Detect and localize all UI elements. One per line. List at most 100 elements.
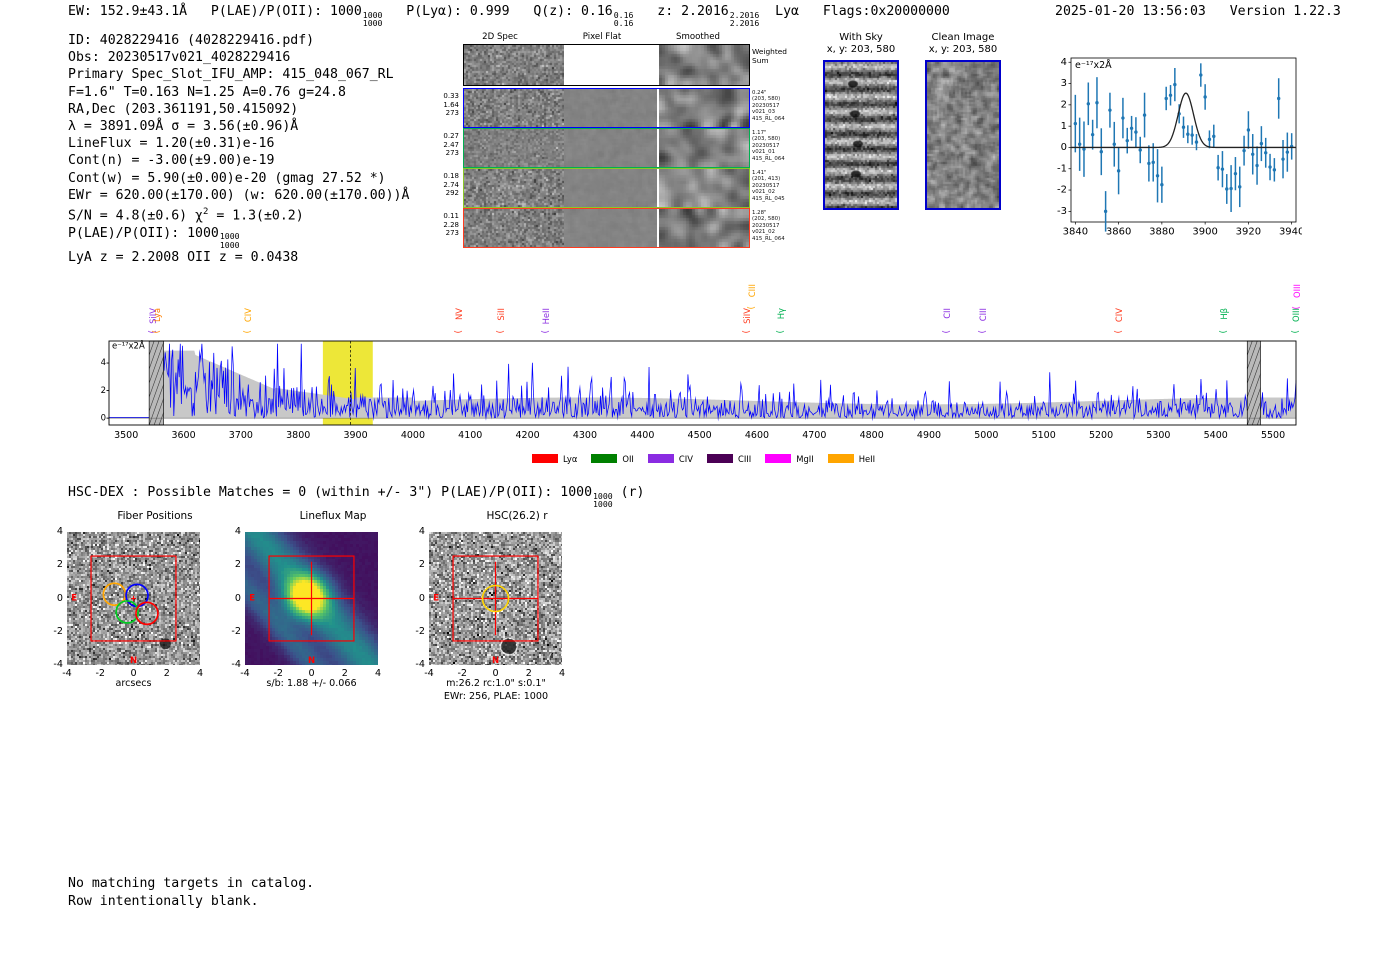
twod-title-2dspec: 2D Spec bbox=[482, 32, 518, 42]
axis-tick-x: -4 bbox=[424, 668, 434, 679]
fiber-positions-title: Fiber Positions bbox=[117, 510, 193, 522]
emission-line-labels: SiIV(Lya(CIV(NV(SiII(HeII(CIII(SiIV(Hγ(C… bbox=[96, 282, 1306, 338]
axis-tick-y: 4 bbox=[418, 526, 425, 537]
info-id: ID: 4028229416 (4028229416.pdf) bbox=[68, 33, 315, 48]
emission-line-label: Lya bbox=[152, 308, 163, 322]
fiber-row: 0.11 2.28 273 1.28" (202, 580) 20230517 v021_0… bbox=[425, 208, 785, 248]
axis-tick-x: 4 bbox=[558, 668, 566, 679]
spectrum-tick: 5300 bbox=[1146, 430, 1171, 441]
emission-line-bracket: ( bbox=[977, 330, 988, 334]
emission-line-bracket: ( bbox=[496, 330, 507, 334]
spectrum-tick: 4700 bbox=[802, 430, 827, 441]
info-primary-spec: Primary Spec_Slot_IFU_AMP: 415_048_067_R… bbox=[68, 67, 394, 83]
legend-label: OII bbox=[622, 453, 634, 464]
full-spectrum-plot: SiIV(Lya(CIV(NV(SiII(HeII(CIII(SiIV(Hγ(C… bbox=[96, 282, 1306, 472]
spectrum-tick: 5100 bbox=[1031, 430, 1056, 441]
legend-item: MgII bbox=[765, 453, 814, 464]
info-cont-w: Cont(w) = 5.90(±0.00)e-20 (gmag 27.52 *) bbox=[68, 170, 386, 186]
axis-tick-x: 4 bbox=[196, 668, 204, 679]
source-info-block: ID: 4028229416 (4028229416.pdf) Obs: 202… bbox=[68, 32, 409, 266]
axis-tick-x: -4 bbox=[240, 668, 250, 679]
header-flags: Flags:0x20000000 bbox=[822, 4, 950, 19]
bottom-cutouts: Fiber Positions -4 -4 -2 -2 0 0 2 2 4 4 arcsecs L… bbox=[53, 510, 675, 740]
axis-tick-y: -2 bbox=[415, 625, 425, 637]
emission-line-label: Hγ bbox=[775, 308, 786, 320]
spectrum-tick: 3500 bbox=[114, 430, 139, 441]
hsc-r-xlabel: m:26.2 rc:1.0" s:0.1" bbox=[446, 678, 546, 689]
header-plae-fraction: 1000 1000 bbox=[362, 9, 383, 28]
axis-tick-x: -2 bbox=[457, 668, 468, 679]
spectrum-tick: 4800 bbox=[859, 430, 884, 441]
clean-image-coords: x, y: 203, 580 bbox=[928, 44, 998, 55]
emission-line-label: OIII bbox=[1292, 284, 1302, 299]
header-plya: P(Lyα): 0.999 bbox=[406, 4, 510, 19]
axis-tick-y: -4 bbox=[231, 659, 241, 670]
emission-line-label: SiII bbox=[496, 308, 507, 321]
axis-tick-y: 4 bbox=[56, 526, 63, 537]
legend-label: CIV bbox=[678, 453, 693, 464]
weighted-sum-label: Weighted Sum bbox=[752, 47, 787, 65]
spectrum-tick: 3800 bbox=[286, 430, 311, 441]
lineflux-map-title: Lineflux Map bbox=[299, 510, 367, 522]
header-qz-label: Q(z): 0.16 bbox=[533, 4, 613, 19]
emission-line-bracket: ( bbox=[152, 330, 163, 334]
fiber-row: 0.27 2.47 273 1.17" (203, 580) 20230517 v021_0… bbox=[425, 128, 785, 168]
fiber-row-meta: 1.41" (201, 413) 20230517 v021_02 415_RL_045 bbox=[752, 170, 785, 202]
axis-tick-y: 2 bbox=[56, 559, 63, 571]
spectrum-x-ticks: 3500 3600 3700 3800 3900 4000 4100 4200 4300 4400… bbox=[96, 430, 1306, 446]
emission-line-label: CIV bbox=[242, 308, 253, 323]
axis-tick-y: 4 bbox=[234, 526, 241, 537]
legend-item: OII bbox=[591, 454, 634, 464]
header-plae-label: P(LAE)/P(OII): 1000 bbox=[210, 4, 362, 19]
axis-tick-y: 2 bbox=[418, 559, 425, 571]
hsc-dex-plae-fraction: 1000 1000 bbox=[593, 490, 613, 509]
emission-line-label: OIII bbox=[1290, 308, 1301, 323]
emission-line-label: NV bbox=[453, 308, 464, 320]
fiber-row: 0.18 2.74 292 1.41" (201, 413) 20230517 v021_0… bbox=[425, 168, 785, 208]
twod-title-pixelflat: Pixel Flat bbox=[582, 32, 622, 42]
fiber-row-stats: 0.18 2.74 292 bbox=[443, 172, 459, 198]
spectrum-tick: 4200 bbox=[515, 430, 540, 441]
emission-line-label: CIII bbox=[977, 308, 988, 322]
spectrum-tick: 3600 bbox=[171, 430, 196, 441]
header-line-name: Lyα bbox=[775, 4, 799, 19]
info-snr: S/N = 4.8(±0.6) χ2 = 1.3(±0.2) bbox=[68, 207, 304, 224]
axis-tick-x: -4 bbox=[62, 668, 72, 679]
spectrum-tick: 3700 bbox=[228, 430, 253, 441]
with-sky-title: With Sky bbox=[839, 32, 883, 43]
info-radec: RA,Dec (203.361191,50.415092) bbox=[68, 101, 299, 117]
axis-tick-y: 0 bbox=[418, 592, 425, 604]
legend-swatch bbox=[765, 454, 792, 463]
axis-tick-x: 0 bbox=[492, 668, 499, 679]
fiber-row: 0.33 1.64 273 0.24" (203, 580) 20230517 v021_0… bbox=[425, 88, 785, 128]
twod-title-smoothed: Smoothed bbox=[676, 32, 720, 42]
lineflux-map-xlabel: s/b: 1.88 +/- 0.066 bbox=[266, 678, 357, 689]
hsc-r-caption2: EWr: 256, PLAE: 1000 bbox=[443, 691, 549, 702]
cutout-clean-image: Clean Image x, y: 203, 580 bbox=[920, 32, 1006, 210]
emission-line-bracket: ( bbox=[540, 330, 551, 334]
hsc-dex-text: HSC-DEX : Possible Matches = 0 (within +… bbox=[68, 485, 593, 500]
spectrum-tick: 4100 bbox=[458, 430, 483, 441]
spectrum-tick: 4900 bbox=[916, 430, 942, 441]
header-version: Version 1.22.3 bbox=[1229, 4, 1341, 19]
emission-line-label: CII bbox=[942, 308, 953, 319]
fiber-row-stats: 0.11 2.28 273 bbox=[443, 212, 459, 238]
emission-line-label: SiIV bbox=[741, 308, 752, 324]
legend-label: MgII bbox=[796, 453, 814, 464]
legend-label: Lyα bbox=[563, 453, 578, 464]
axis-tick-x: 2 bbox=[341, 668, 348, 679]
legend-item: Lyα bbox=[532, 454, 577, 464]
legend-item: CIV bbox=[647, 453, 693, 464]
spectrum-tick: 4500 bbox=[687, 430, 712, 441]
legend-swatch bbox=[647, 454, 674, 463]
axis-tick-y: -2 bbox=[231, 625, 241, 637]
clean-image-title: Clean Image bbox=[931, 32, 995, 43]
header-z-label: z: 2.2016 bbox=[657, 4, 729, 19]
twod-spec-block: 2D Spec Pixel Flat Smoothed Weighted Sum … bbox=[425, 32, 787, 252]
header-datetime: 2025-01-20 13:56:03 bbox=[1055, 4, 1206, 19]
axis-tick-y: -2 bbox=[53, 625, 63, 637]
legend-swatch bbox=[591, 454, 618, 463]
fiber-row-meta: 1.17" (203, 580) 20230517 v021_01 415_RL_064 bbox=[752, 130, 785, 162]
spectrum-legend: Lyα OII CIV CIII MgII HeII bbox=[532, 448, 889, 467]
axis-tick-y: -4 bbox=[53, 659, 63, 670]
